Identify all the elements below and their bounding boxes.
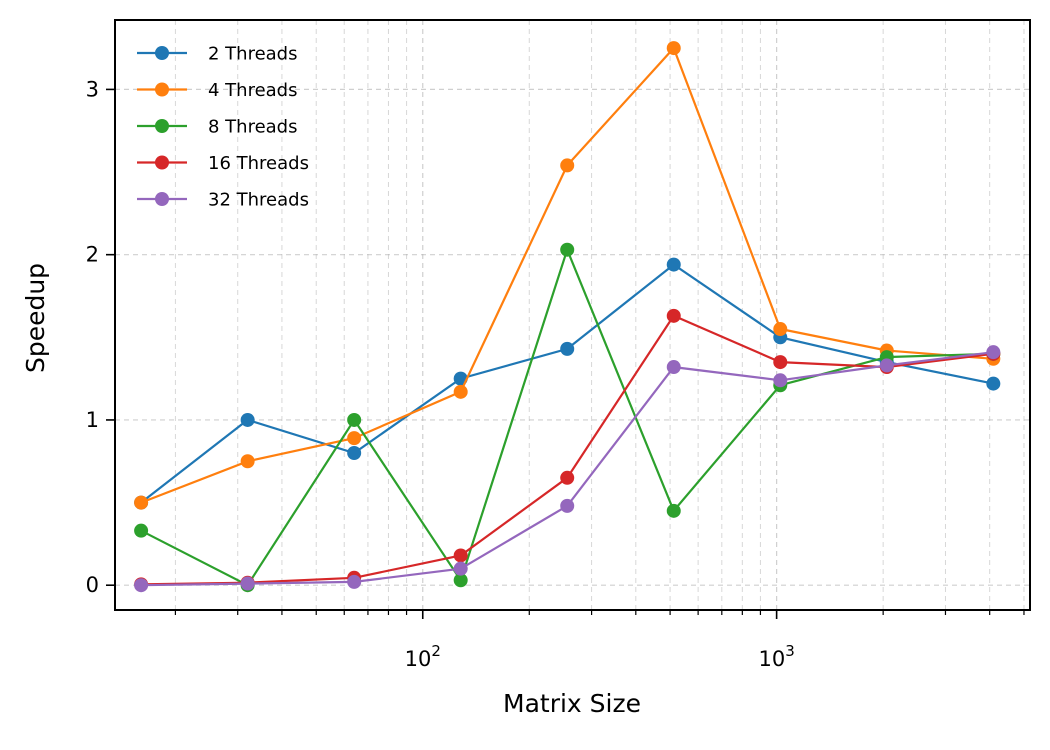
legend-item: 4 Threads (137, 80, 298, 101)
data-point (560, 158, 575, 173)
legend-marker (155, 46, 169, 60)
legend-marker (155, 82, 169, 97)
data-point (240, 454, 255, 469)
legend: 2 Threads 4 Threads 8 Threads 16 Threads 32 … (137, 44, 309, 211)
legend-label: 4 Threads (208, 80, 298, 101)
data-point (986, 345, 1001, 360)
y-tick-label: 0 (86, 573, 99, 597)
data-point (666, 257, 681, 272)
data-point (347, 445, 362, 460)
data-point (453, 561, 468, 576)
data-point (240, 412, 255, 427)
data-point (134, 578, 149, 593)
data-point (879, 358, 894, 373)
plot-frame (114, 19, 1031, 611)
legend-label: 8 Threads (208, 117, 298, 138)
data-point (453, 548, 468, 563)
legend-marker (155, 155, 169, 170)
legend-item: 8 Threads (137, 117, 298, 138)
x-axis-ticks: 102 103 (174, 610, 1025, 671)
y-tick-label: 2 (86, 243, 99, 267)
legend-label: 2 Threads (208, 44, 298, 65)
data-point (134, 523, 149, 538)
data-point (134, 495, 149, 510)
data-point (773, 322, 788, 337)
data-point (773, 355, 788, 370)
data-point (560, 341, 575, 356)
series-lines (134, 41, 1001, 593)
y-axis-label: Speedup (21, 263, 50, 373)
legend-label: 16 Threads (208, 153, 309, 174)
y-axis-ticks: 0 1 2 3 (86, 77, 115, 597)
x-tick-label: 103 (758, 642, 794, 671)
y-tick-label: 3 (86, 77, 99, 101)
y-tick-label: 1 (86, 408, 99, 432)
series-32-threads (134, 345, 1001, 593)
legend-item: 16 Threads (137, 153, 309, 174)
data-point (347, 574, 362, 589)
x-tick-label: 102 (405, 642, 441, 671)
legend-item: 32 Threads (137, 190, 309, 211)
legend-marker (155, 119, 169, 133)
data-point (666, 360, 681, 375)
data-point (453, 384, 468, 399)
legend-item: 2 Threads (137, 44, 298, 65)
data-point (986, 376, 1001, 391)
data-point (560, 498, 575, 513)
data-point (666, 41, 681, 56)
data-point (347, 412, 362, 427)
data-point (453, 573, 468, 588)
data-point (773, 373, 788, 388)
legend-marker (155, 192, 169, 206)
data-point (666, 308, 681, 323)
data-point (240, 576, 255, 591)
data-point (560, 470, 575, 485)
legend-label: 32 Threads (208, 190, 309, 211)
data-point (347, 431, 362, 446)
data-point (666, 503, 681, 518)
x-axis-label: Matrix Size (503, 689, 641, 718)
data-point (560, 242, 575, 257)
